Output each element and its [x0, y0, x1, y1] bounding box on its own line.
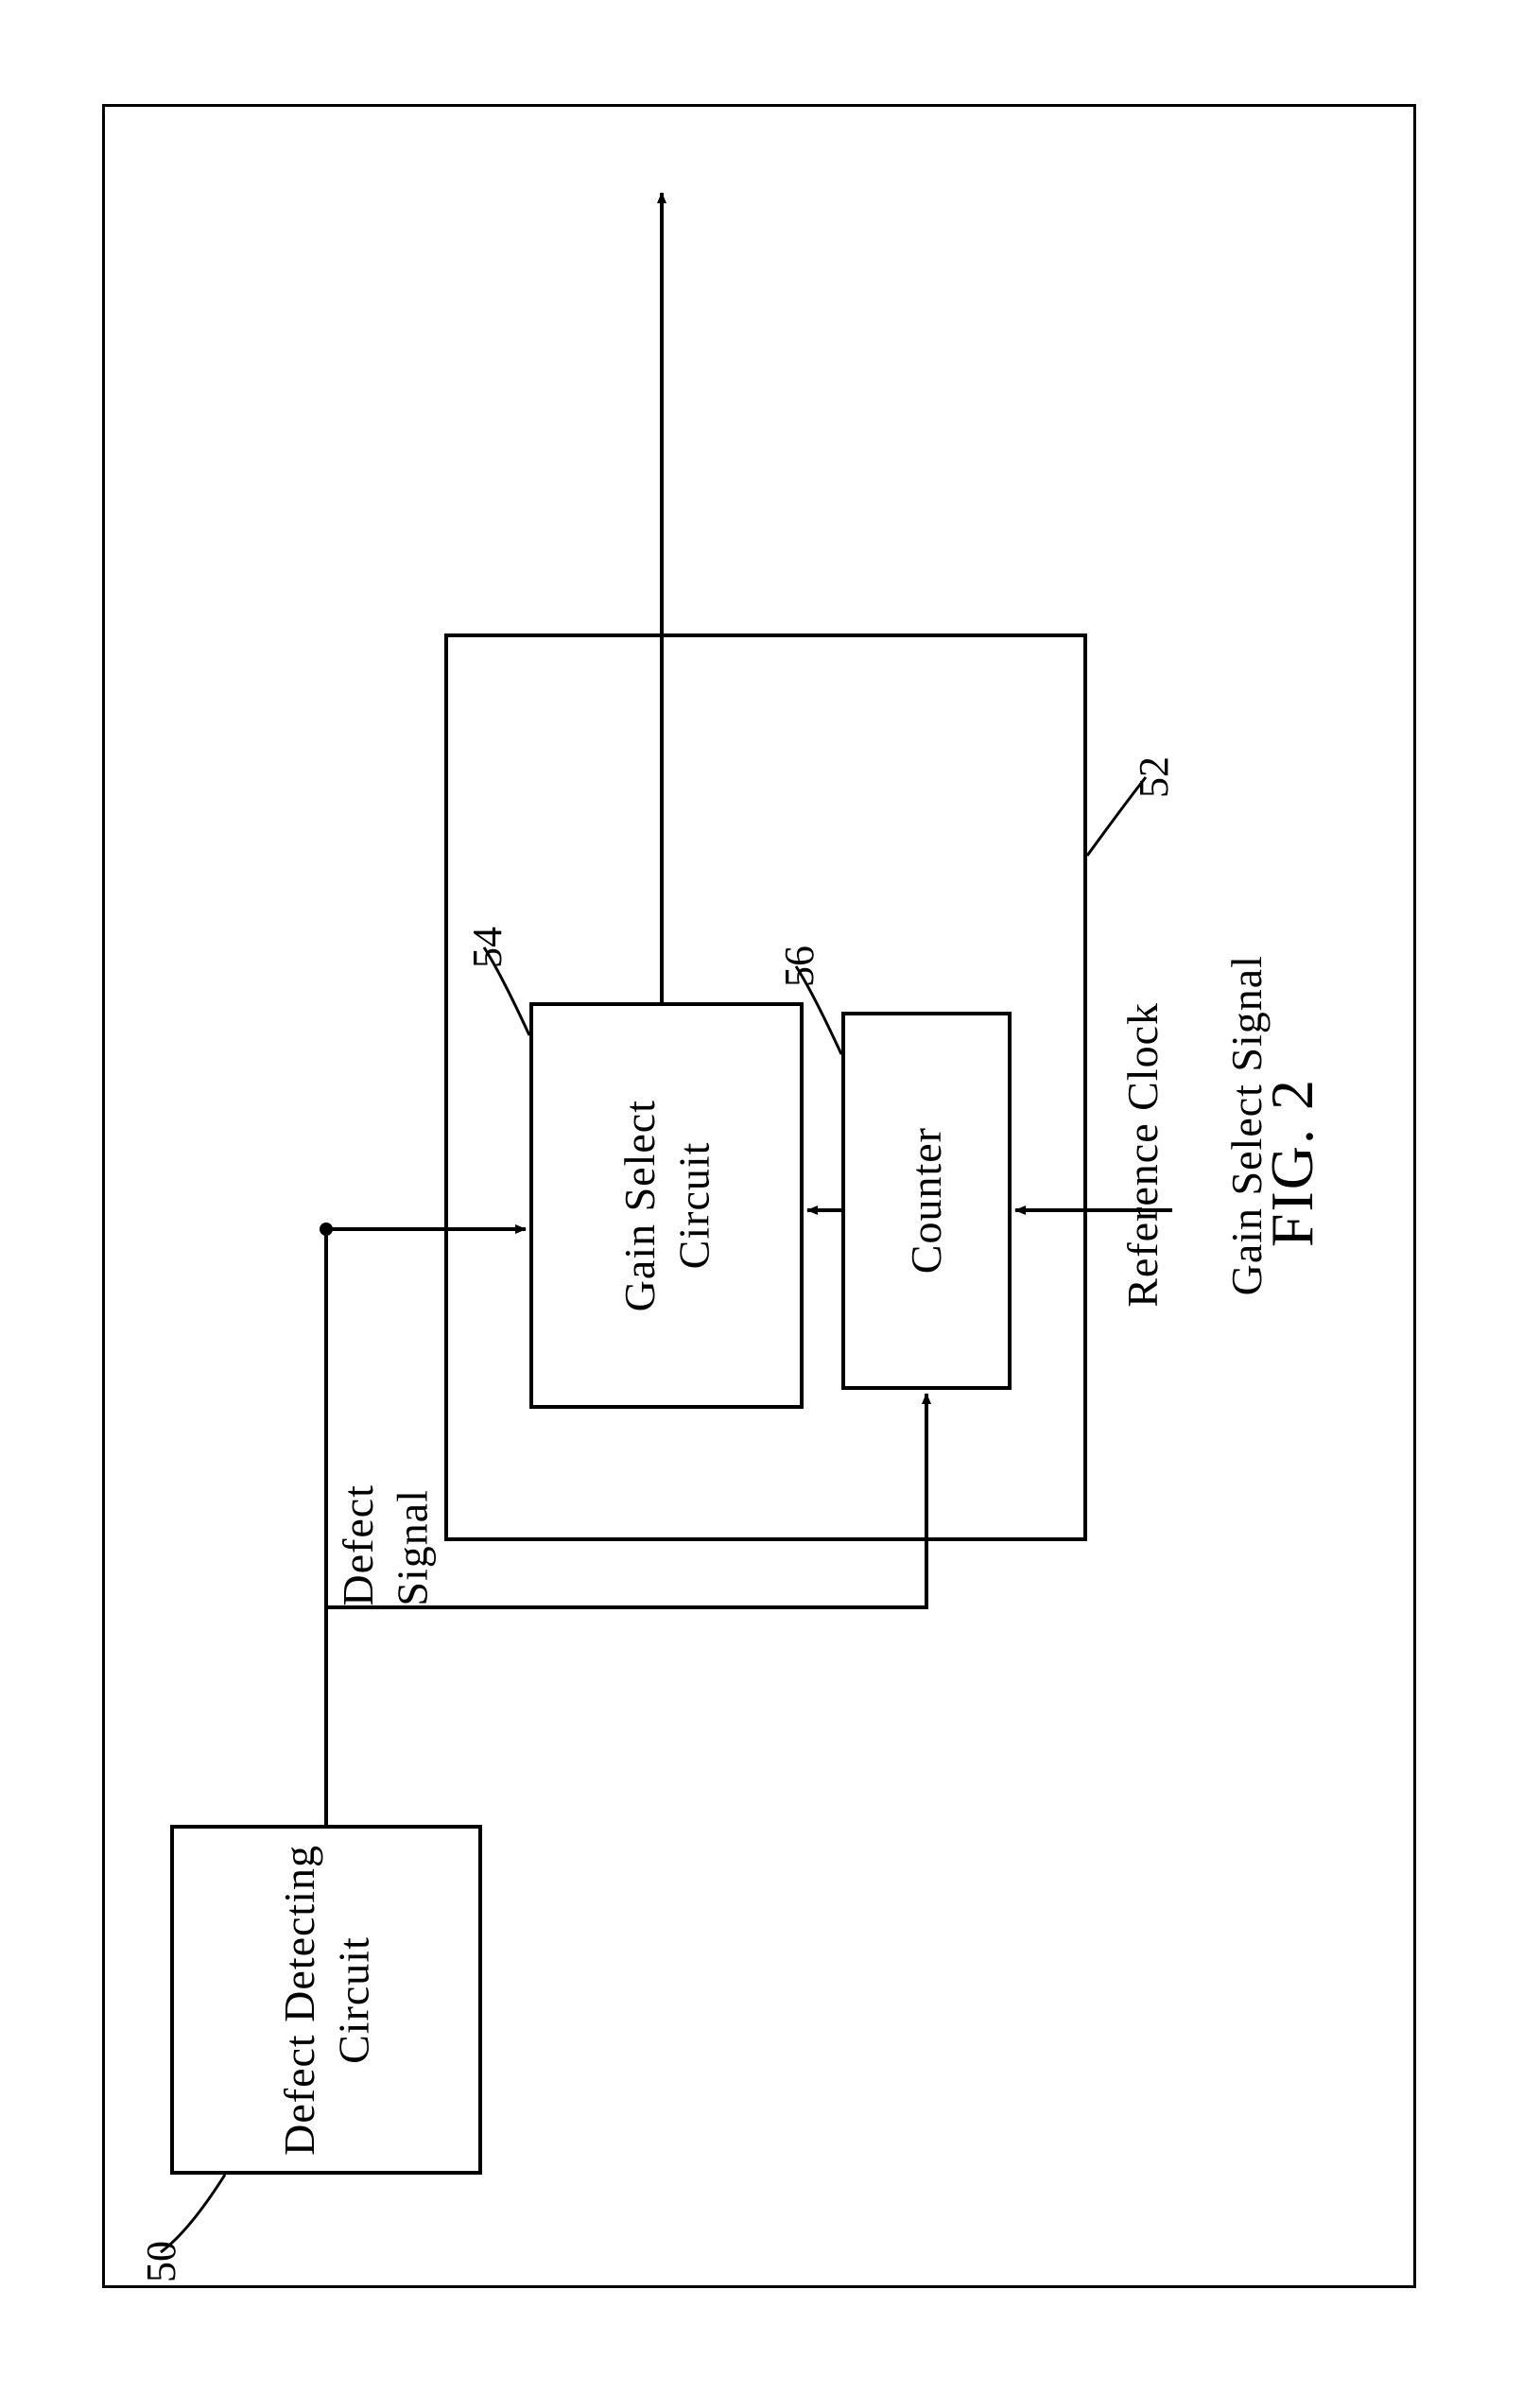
block-gain-select-label: Gain Select Circuit	[613, 1100, 721, 1311]
block-counter: Counter	[841, 1012, 1012, 1390]
label-reference-clock: Reference Clock	[1116, 1002, 1170, 1308]
label-defect-signal: Defect Signal	[331, 1484, 440, 1606]
ref-50: 50	[137, 2241, 185, 2282]
block-defect-detecting: Defect Detecting Circuit	[170, 1825, 482, 2175]
block-defect-detecting-label: Defect Detecting Circuit	[272, 1845, 381, 2156]
figure-caption: FIG. 2	[1257, 1078, 1327, 1247]
ref-56: 56	[775, 945, 823, 987]
ref-52: 52	[1130, 756, 1178, 798]
block-gain-select: Gain Select Circuit	[529, 1002, 804, 1409]
block-counter-label: Counter	[899, 1127, 954, 1274]
ref-54: 54	[463, 927, 511, 968]
